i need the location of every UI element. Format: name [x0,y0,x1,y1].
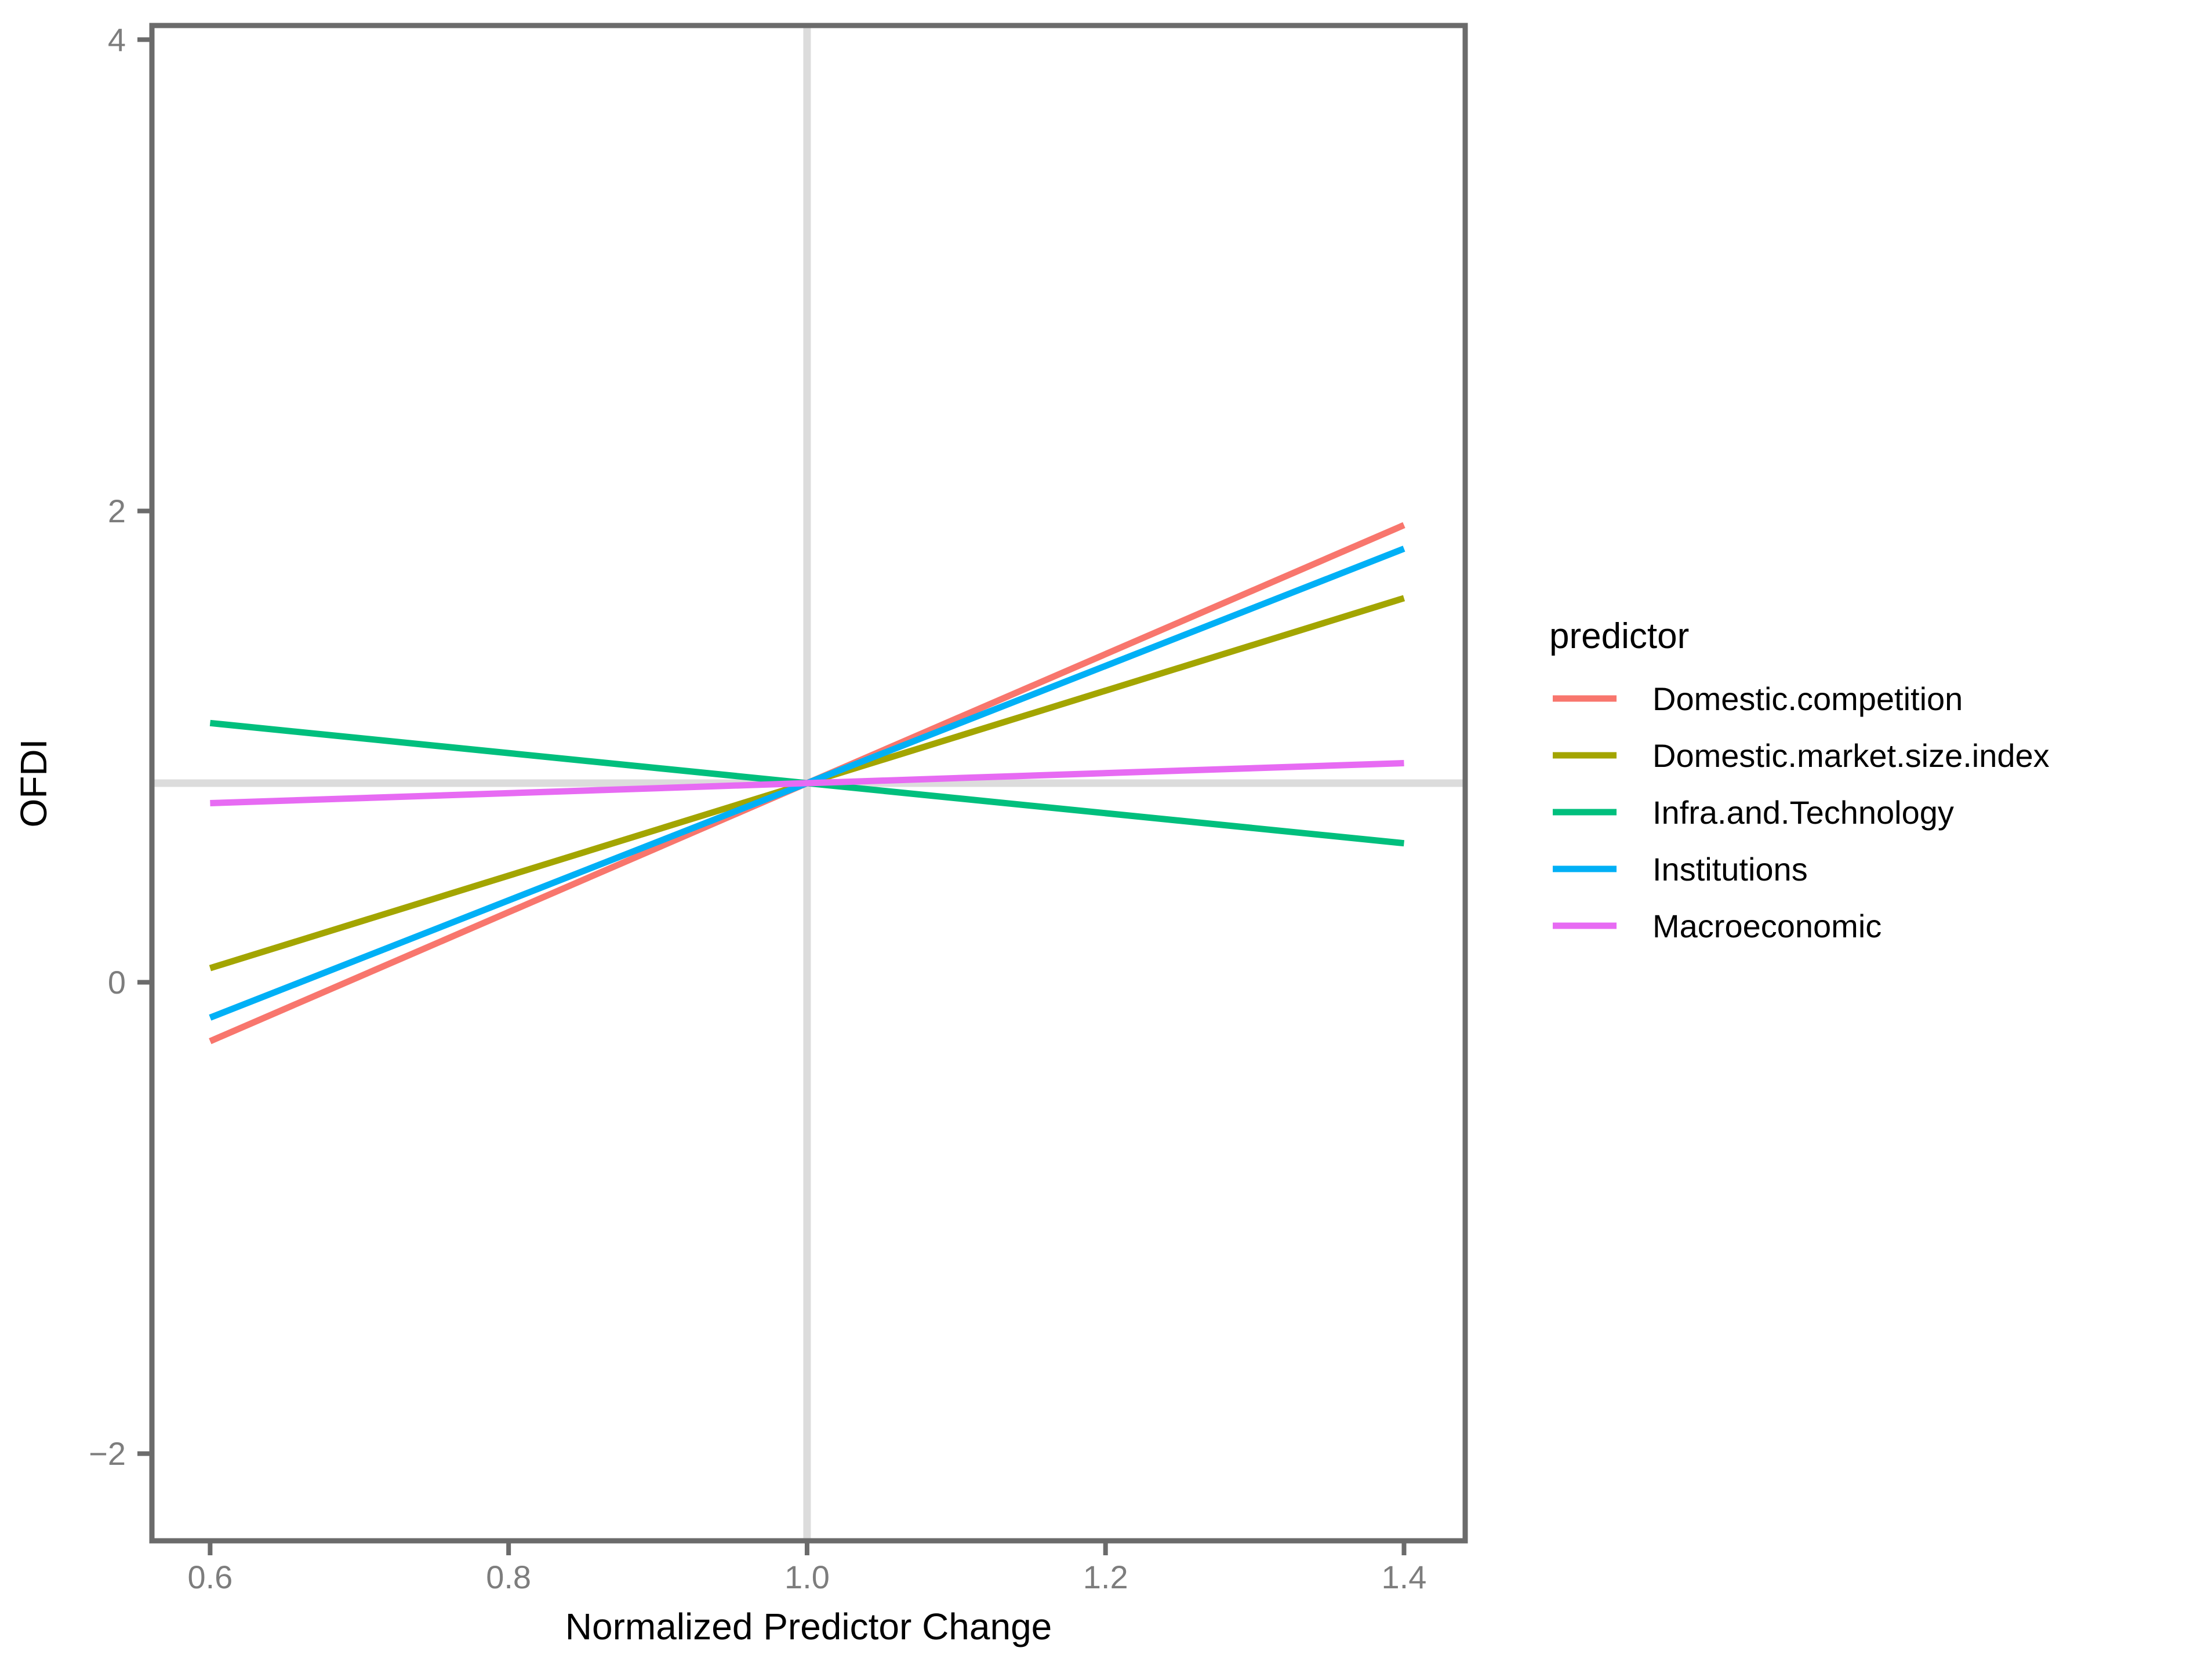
x-tick-label: 0.6 [187,1559,233,1595]
legend-item: Macroeconomic [1553,908,1882,944]
legend-items: Domestic.competition Domestic.market.size… [1553,681,2050,944]
y-axis-title: OFDI [13,739,55,828]
y-tick-label: 2 [108,493,126,529]
x-tick-label: 0.8 [486,1559,531,1595]
legend-item-label: Domestic.market.size.index [1652,737,2050,774]
series-line-macroeconomic [210,759,1404,807]
legend: predictor Domestic.competition Domestic.m… [1549,616,2050,944]
legend-item-label: Macroeconomic [1652,908,1882,944]
legend-item-label: Domestic.competition [1652,681,1963,717]
y-tick-label: −2 [89,1435,126,1472]
legend-item-label: Infra.and.Technology [1652,794,1954,831]
axis-ticks [137,37,1407,1555]
y-tick-label: 4 [108,21,126,58]
data-series-lines [209,522,1405,1045]
legend-item: Institutions [1553,851,1808,887]
x-tick-label: 1.0 [784,1559,830,1595]
legend-item: Infra.and.Technology [1553,794,1954,831]
legend-item: Domestic.market.size.index [1553,737,2050,774]
x-tick-label: 1.4 [1382,1559,1427,1595]
x-tick-label: 1.2 [1083,1559,1128,1595]
legend-item-label: Institutions [1652,851,1808,887]
x-axis-title: Normalized Predictor Change [565,1606,1052,1647]
y-tick-label: 0 [108,964,126,1001]
legend-title: predictor [1549,616,1689,656]
axis-tick-labels: 4 2 0 −2 0.6 0.8 1.0 1.2 1.4 [89,21,1426,1595]
legend-item: Domestic.competition [1553,681,1963,717]
